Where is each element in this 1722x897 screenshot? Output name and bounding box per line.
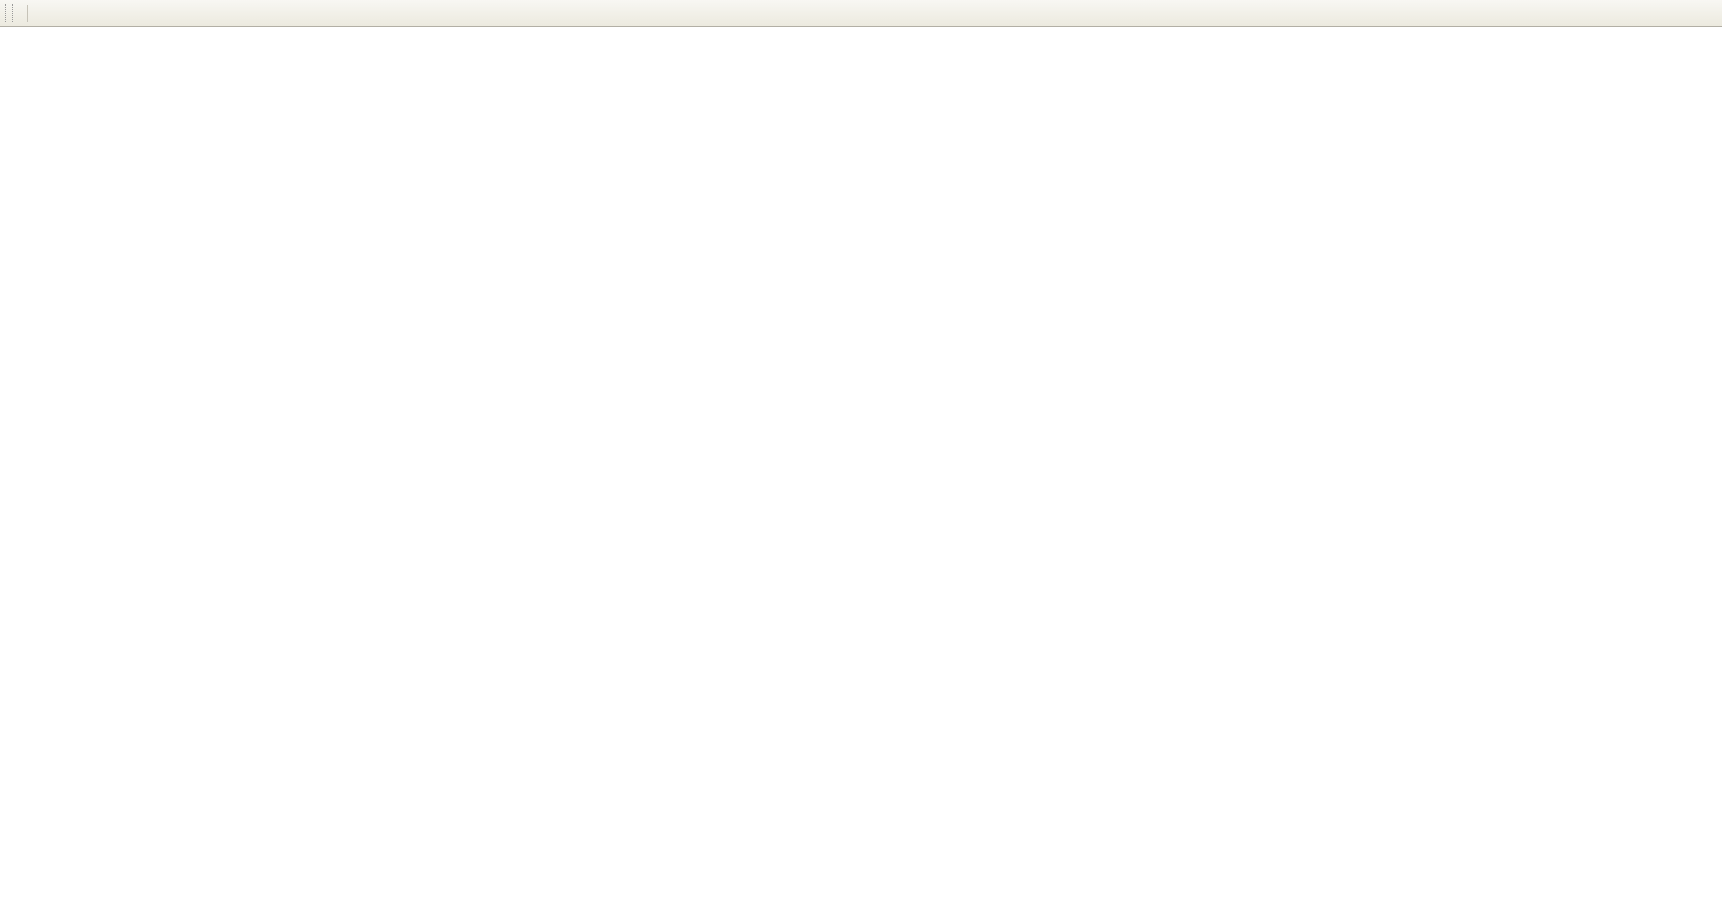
toolbar-separator [27, 4, 28, 22]
toolbar [0, 0, 1722, 27]
toolbar-grip[interactable] [5, 4, 13, 22]
